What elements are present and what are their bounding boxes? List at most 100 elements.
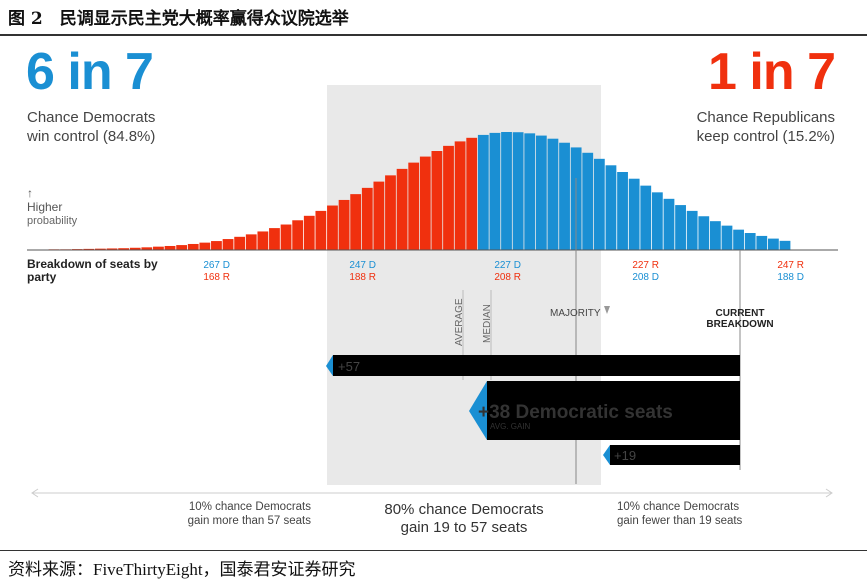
source-note: 资料来源：FiveThirtyEight，国泰君安证券研究 (8, 560, 356, 579)
histogram-bar (361, 187, 373, 250)
majority-label: MAJORITY (550, 308, 601, 319)
histogram-bar (187, 243, 199, 250)
histogram-bar (396, 168, 408, 251)
histogram-bar (756, 235, 768, 250)
tick-rep-1: 188 R (349, 272, 376, 283)
histogram-bar (686, 210, 698, 250)
annot-center-line1: 80% chance Democrats (384, 501, 543, 518)
histogram-bar (327, 205, 338, 250)
histogram-bar (477, 134, 489, 250)
histogram-bar (501, 132, 512, 250)
up-arrow-icon: ↑ (27, 186, 33, 200)
histogram-bar (431, 151, 443, 250)
right-arrow-icon (825, 488, 833, 498)
histogram-bar (315, 210, 327, 250)
histogram-bar (628, 178, 640, 250)
histogram-bar (640, 185, 652, 250)
median-label: MEDIAN (482, 304, 493, 343)
rep-odds: 1 in 7 (708, 43, 836, 101)
dem-caption-line2: win control (84.8%) (27, 128, 156, 145)
tick-dem-4: 188 D (777, 272, 804, 283)
higher-probability-legend: ↑ Higher probability (27, 186, 77, 228)
histogram-bar (593, 158, 605, 250)
histogram-bar (535, 135, 547, 250)
range-label-57: +57 (338, 359, 360, 374)
tick-dem-0: 267 D (203, 260, 230, 271)
histogram-bar (222, 239, 234, 250)
range-sublabel-38: AVG. GAIN (490, 422, 531, 431)
histogram-bar (559, 142, 570, 250)
histogram-bar (547, 138, 559, 250)
histogram-bar (245, 234, 257, 250)
histogram-bar (373, 181, 385, 250)
histogram-bar (280, 224, 292, 250)
histogram-bar (350, 194, 362, 250)
histogram-bar (582, 152, 594, 250)
histogram-bar (721, 225, 733, 250)
histogram-bar (466, 137, 478, 250)
left-arrow-icon (31, 488, 39, 498)
annot-center-line2: gain 19 to 57 seats (401, 519, 528, 536)
histogram-bar (338, 199, 350, 250)
histogram-bar (512, 132, 524, 250)
histogram-bar (744, 233, 756, 250)
histogram-bar (443, 145, 454, 250)
range-pointer-19 (603, 445, 610, 465)
tick-dem-2: 227 D (494, 260, 521, 271)
histogram-bar (106, 248, 118, 250)
histogram-bar (524, 133, 536, 250)
histogram-bar (489, 132, 501, 250)
histogram-bar (211, 241, 222, 250)
histogram-bar (269, 228, 280, 250)
histogram-bars (48, 132, 791, 251)
tick-rep-3: 227 R (632, 260, 659, 271)
histogram-bar (118, 248, 130, 250)
top-rule (0, 34, 867, 36)
range-label-19: +19 (614, 448, 636, 463)
histogram-bar (663, 198, 675, 250)
histogram-bar (605, 165, 617, 250)
range-bar-57 (333, 355, 740, 376)
histogram-bar (651, 192, 663, 250)
range-pointer-57 (326, 355, 333, 376)
histogram-bar (176, 245, 188, 250)
rep-odds-caption: Chance Republicans keep control (15.2%) (697, 108, 835, 146)
histogram-bar (408, 162, 420, 250)
histogram-bar (95, 248, 106, 250)
breakdown-label: Breakdown of seats by party (27, 257, 158, 284)
figure-title: 图 2 民调显示民主党大概率赢得众议院选举 (8, 9, 349, 29)
rep-caption-line1: Chance Republicans (696, 109, 835, 126)
histogram-bar (675, 205, 686, 250)
range-pointer-38 (469, 381, 487, 440)
histogram-bar (164, 245, 176, 250)
tick-dem-3: 208 D (632, 272, 659, 283)
dem-caption-line1: Chance Democrats (27, 109, 156, 126)
histogram-bar (141, 247, 153, 250)
histogram-bar (709, 221, 721, 250)
range-bar-19 (610, 445, 740, 465)
histogram-bar (199, 242, 211, 251)
histogram-bar (733, 229, 744, 250)
dem-odds: 6 in 7 (26, 43, 154, 101)
histogram-bar (768, 238, 779, 250)
higher-label: Higher (27, 200, 63, 214)
histogram-bar (129, 247, 141, 250)
histogram-bar (234, 236, 246, 250)
tick-dem-1: 247 D (349, 260, 376, 271)
majority-marker-icon (604, 306, 610, 314)
current-label-line1: CURRENT (716, 308, 765, 319)
range-label-38: +38 Democratic seats (478, 402, 673, 423)
current-label-line2: BREAKDOWN (706, 319, 773, 330)
histogram-bar (257, 231, 269, 250)
histogram-bar (419, 156, 431, 250)
histogram-bar (779, 240, 791, 250)
histogram-bar (153, 246, 164, 250)
probability-label: probability (27, 215, 78, 227)
range-bar-38 (487, 381, 740, 440)
annot-right-line2: gain fewer than 19 seats (617, 515, 743, 527)
histogram-bar (83, 248, 95, 250)
annot-left-line1: 10% chance Democrats (189, 501, 311, 513)
annot-left-line2: gain more than 57 seats (188, 515, 312, 527)
histogram-bar (454, 141, 466, 250)
